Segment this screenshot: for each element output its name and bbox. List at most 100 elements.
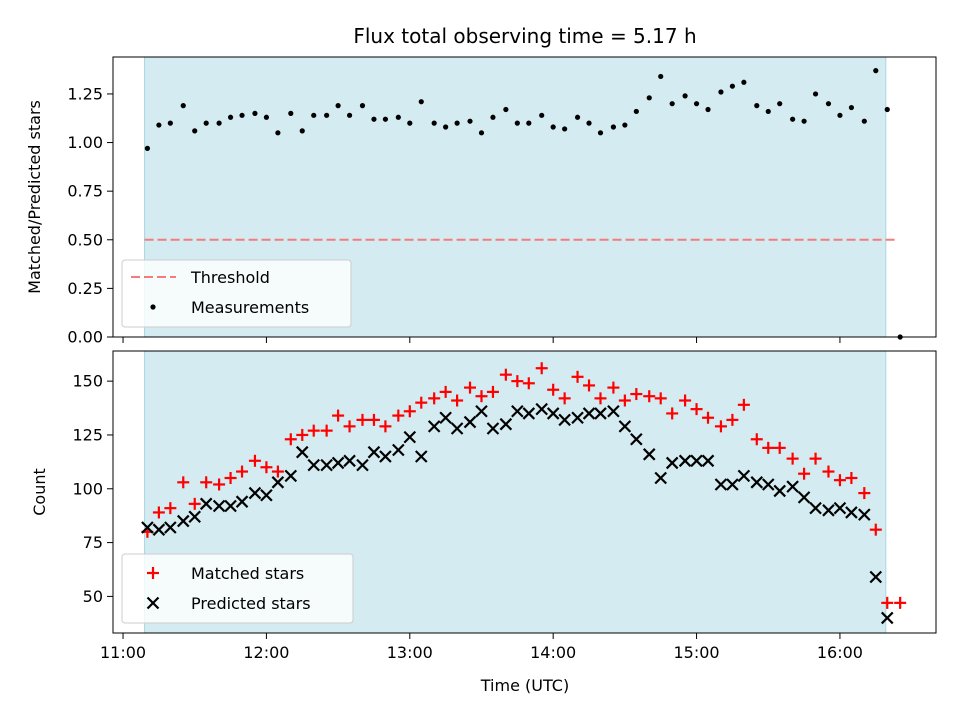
matched-star-marker bbox=[464, 381, 477, 394]
matched-star-marker bbox=[522, 377, 535, 390]
predicted-star-marker bbox=[761, 478, 775, 491]
legend-predicted-label: Predicted stars bbox=[191, 594, 311, 613]
bottom-legend: Matched stars Predicted stars bbox=[121, 553, 354, 624]
matched-star-marker bbox=[248, 454, 261, 467]
predicted-star-marker bbox=[392, 443, 405, 457]
measurement-point bbox=[597, 130, 604, 136]
measurement-point bbox=[790, 116, 796, 122]
matched-star-marker bbox=[594, 392, 607, 405]
measurement-point bbox=[848, 104, 855, 111]
measurement-point bbox=[646, 95, 652, 101]
measurement-point bbox=[382, 116, 389, 122]
measurement-point bbox=[693, 101, 700, 107]
bottom-x-axis: 11:00 12:00 13:00 14:00 15:00 16:00 bbox=[100, 633, 863, 662]
predicted-star-marker bbox=[786, 480, 799, 493]
matched-star-marker bbox=[858, 487, 871, 500]
matched-star-marker bbox=[654, 392, 667, 405]
measurement-point bbox=[227, 114, 234, 120]
predicted-star-marker bbox=[571, 411, 584, 425]
y-tick-label: 125 bbox=[72, 425, 103, 444]
measurement-point bbox=[167, 120, 173, 126]
x-axis-label: Time (UTC) bbox=[480, 676, 569, 695]
legend-predicted-sample bbox=[146, 596, 160, 610]
bottom-axes-frame bbox=[112, 350, 937, 634]
matched-star-marker bbox=[379, 420, 392, 433]
matched-star-marker bbox=[284, 433, 297, 446]
predicted-star-marker bbox=[750, 476, 764, 489]
matched-star-marker bbox=[367, 413, 380, 426]
predicted-star-marker bbox=[141, 521, 154, 534]
measurement-point bbox=[431, 120, 437, 126]
measurement-point bbox=[741, 79, 747, 85]
predicted-star-marker bbox=[164, 521, 177, 534]
matched-star-marker bbox=[307, 424, 320, 437]
y-tick-label: 150 bbox=[72, 372, 103, 391]
predicted-star-marker bbox=[858, 508, 871, 521]
measurement-point bbox=[610, 124, 616, 130]
predicted-star-marker bbox=[546, 407, 560, 420]
predicted-star-marker bbox=[343, 454, 356, 468]
matched-star-marker bbox=[607, 381, 620, 394]
measurement-point bbox=[754, 103, 760, 109]
matched-star-marker bbox=[702, 411, 715, 424]
matched-star-marker bbox=[320, 424, 333, 437]
predicted-star-marker bbox=[403, 430, 417, 444]
measurement-point bbox=[311, 112, 317, 118]
measurement-point bbox=[586, 120, 592, 126]
matched-star-marker bbox=[486, 385, 499, 398]
y-tick-label: 0.00 bbox=[67, 328, 103, 347]
predicted-star-marker bbox=[427, 420, 441, 433]
matched-star-marker bbox=[451, 394, 464, 407]
predicted-star-marker bbox=[463, 415, 477, 429]
measurement-point bbox=[299, 128, 305, 134]
matched-star-marker bbox=[714, 420, 727, 433]
bottom-y-axis: 50 75 100 125 150 bbox=[72, 372, 113, 606]
matched-star-marker bbox=[164, 502, 177, 515]
predicted-star-marker bbox=[535, 402, 548, 416]
measurement-point bbox=[478, 130, 485, 136]
matched-star-marker bbox=[188, 497, 201, 510]
predicted-star-marker bbox=[701, 454, 715, 468]
predicted-star-marker bbox=[869, 570, 883, 584]
predicted-star-marker bbox=[152, 523, 166, 536]
y-tick-label: 0.75 bbox=[67, 182, 103, 201]
measurement-point bbox=[324, 112, 330, 118]
predicted-star-marker bbox=[235, 495, 249, 508]
measurement-point bbox=[861, 118, 867, 124]
measurement-point bbox=[359, 103, 366, 109]
top-y-axis: 0.00 0.25 0.50 0.75 1.00 1.25 bbox=[67, 84, 113, 347]
measurement-point bbox=[622, 122, 628, 128]
measurement-point bbox=[777, 101, 783, 107]
matched-star-marker bbox=[571, 370, 584, 383]
x-tick-label: 11:00 bbox=[100, 643, 146, 662]
measurement-point bbox=[633, 108, 639, 115]
matched-star-marker bbox=[236, 465, 249, 478]
measurement-point bbox=[371, 116, 377, 122]
predicted-star-marker bbox=[224, 499, 237, 513]
predicted-star-marker bbox=[726, 478, 739, 491]
y-tick-label: 100 bbox=[72, 479, 103, 498]
matched-star-marker bbox=[260, 461, 273, 474]
measurement-point bbox=[526, 120, 532, 126]
predicted-star-marker bbox=[618, 420, 632, 433]
matched-star-marker bbox=[894, 596, 907, 609]
matched-star-marker bbox=[200, 476, 213, 489]
predicted-star-marker bbox=[594, 407, 607, 420]
matched-star-marker bbox=[499, 368, 512, 381]
top-y-axis-label: Matched/Predicted stars bbox=[25, 100, 44, 294]
measurement-point bbox=[873, 68, 879, 74]
measurement-point bbox=[801, 118, 807, 124]
bottom-legend-box bbox=[121, 553, 354, 624]
top-panel: 0.00 0.25 0.50 0.75 1.00 1.25 Matched/Predict… bbox=[25, 56, 937, 347]
top-legend-box bbox=[121, 259, 352, 328]
measurement-point bbox=[705, 106, 711, 113]
matched-star-marker bbox=[152, 506, 165, 519]
predicted-star-marker bbox=[295, 445, 309, 459]
predicted-star-marker bbox=[558, 413, 571, 427]
matched-star-marker bbox=[845, 472, 858, 485]
matched-star-marker bbox=[750, 433, 763, 446]
measurement-point bbox=[252, 110, 258, 116]
measurement-point bbox=[443, 124, 449, 130]
predicted-star-marker bbox=[654, 471, 667, 485]
predicted-star-marker bbox=[822, 504, 835, 517]
